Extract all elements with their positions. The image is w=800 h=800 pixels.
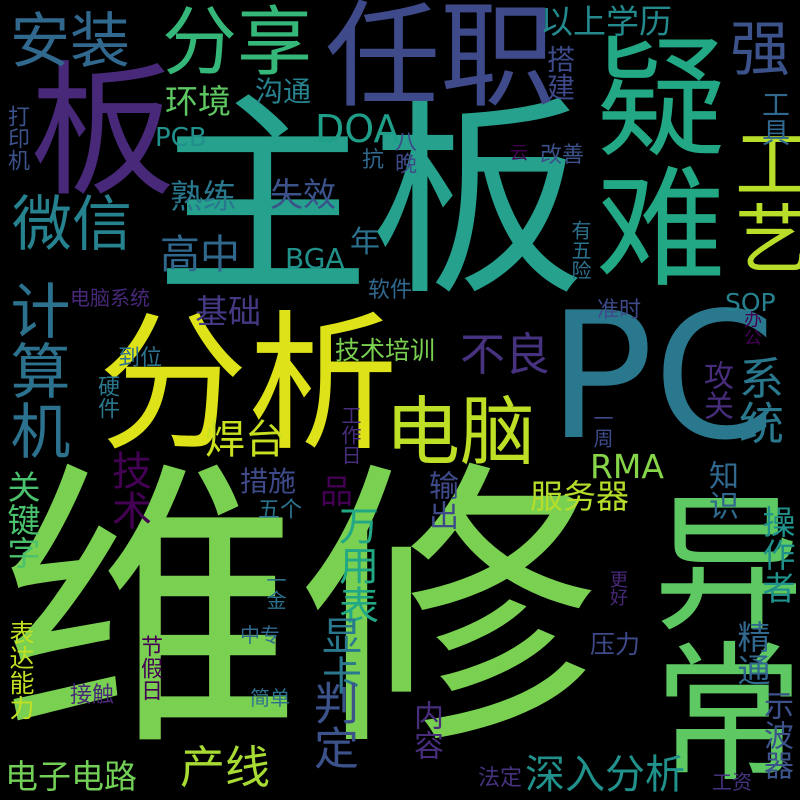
word-shuchu: 输出 bbox=[423, 470, 458, 530]
word-gaishan: 改善 bbox=[540, 143, 585, 168]
word-weixiu: 维修 bbox=[0, 437, 600, 786]
word-renzhi: 任职 bbox=[325, 0, 556, 124]
word-weixin: 微信 bbox=[12, 190, 132, 260]
word-diannao: 电脑 bbox=[385, 388, 536, 476]
word-yun: 云 bbox=[510, 143, 528, 164]
word-fading: 法定 bbox=[478, 766, 523, 791]
word-shulian: 熟练 bbox=[170, 177, 236, 216]
word-shenrufenxi: 深入分析 bbox=[525, 752, 685, 798]
word-sop: SOP bbox=[725, 288, 776, 317]
word-kang: 抗 bbox=[362, 148, 385, 173]
word-gongju: 工具 bbox=[758, 90, 791, 146]
word-dianzidianlu: 电子电路 bbox=[5, 757, 137, 796]
word-zhongzhuan: 中专 bbox=[240, 623, 280, 647]
word-bangong: 办公 bbox=[741, 310, 762, 346]
word-bawan: 八晚 bbox=[391, 130, 416, 174]
word-jiejiari: 节假日 bbox=[137, 635, 162, 701]
word-fuwuqi: 服务器 bbox=[530, 477, 629, 516]
word-zhuban: 主板 bbox=[155, 74, 585, 325]
word-gongyi: 工艺 bbox=[722, 125, 800, 275]
word-biaodanengli: 表达能力 bbox=[6, 620, 35, 720]
word-yali: 压力 bbox=[590, 630, 641, 659]
word-yijin: 一金 bbox=[263, 570, 287, 610]
word-fenxi: 分析 bbox=[98, 298, 399, 472]
word-ruanjian: 软件 bbox=[368, 278, 413, 303]
word-ban: 板 bbox=[30, 48, 175, 217]
word-gongzi: 工资 bbox=[712, 770, 752, 794]
word-caozuozhe: 操作者 bbox=[757, 505, 796, 604]
word-rma: RMA bbox=[590, 447, 664, 486]
word-gaozhong: 高中 bbox=[160, 232, 240, 278]
word-wanyongbiao: 万用表 bbox=[332, 505, 378, 625]
word-daowei: 到位 bbox=[118, 346, 163, 371]
word-jingtong: 精通 bbox=[732, 620, 771, 686]
word-panding: 判定 bbox=[306, 680, 359, 770]
word-wuge: 五个 bbox=[258, 498, 303, 523]
word-genghao: 更好 bbox=[607, 570, 628, 606]
word-zhishi: 知识 bbox=[703, 460, 738, 520]
word-pc: PC bbox=[548, 276, 776, 479]
word-hantai: 焊台 bbox=[205, 417, 285, 463]
word-shixiao: 失效 bbox=[270, 175, 336, 214]
word-pcb: PCB bbox=[155, 123, 207, 153]
word-guanjianzi: 关键字 bbox=[2, 470, 41, 569]
word-yichang: 异常 bbox=[628, 485, 800, 785]
word-chanxian: 产线 bbox=[180, 741, 271, 794]
word-neirong: 内容 bbox=[408, 700, 443, 760]
word-yishangxueli: 以上学历 bbox=[540, 2, 672, 41]
word-xitong: 系统 bbox=[731, 355, 784, 445]
word-youwuxian: 有五险 bbox=[568, 220, 592, 280]
word-jishu: 技术 bbox=[105, 450, 151, 530]
word-huanjing: 环境 bbox=[165, 82, 231, 121]
word-bga: BGA bbox=[285, 242, 345, 275]
word-cuoshi: 措施 bbox=[240, 465, 297, 498]
word-xianka: 显卡 bbox=[315, 615, 361, 695]
word-gongguan: 攻关 bbox=[698, 360, 733, 420]
word-goutong: 沟通 bbox=[255, 75, 312, 108]
word-jiechu: 接触 bbox=[70, 683, 115, 708]
word-jisuanji: 计算机 bbox=[0, 280, 70, 460]
word-pin: 品 bbox=[320, 472, 353, 511]
word-nian: 年 bbox=[350, 225, 380, 260]
word-yinan: 疑难 bbox=[574, 30, 726, 290]
word-qiang: 强 bbox=[730, 15, 790, 85]
word-dayinji: 打印机 bbox=[4, 105, 29, 171]
word-jiandan: 简单 bbox=[250, 686, 290, 710]
word-shiboqi: 示波器 bbox=[758, 690, 793, 780]
word-jichu: 基础 bbox=[195, 292, 261, 331]
word-jishupeixun: 技术培训 bbox=[335, 336, 436, 365]
word-diannaoxitong: 电脑系统 bbox=[70, 286, 150, 310]
word-fenxiang: 分享 bbox=[162, 0, 313, 86]
word-doa: DOA bbox=[315, 107, 400, 151]
word-buliang: 不良 bbox=[460, 328, 551, 381]
word-dajian: 搭建 bbox=[543, 45, 576, 101]
word-yingjian: 硬件 bbox=[94, 375, 119, 419]
word-zhunshi: 准时 bbox=[597, 298, 642, 323]
word-yizhou: 一周 bbox=[590, 408, 614, 448]
word-anzhuang: 安装 bbox=[10, 7, 130, 77]
word-gongzuori: 工作日 bbox=[338, 405, 362, 465]
